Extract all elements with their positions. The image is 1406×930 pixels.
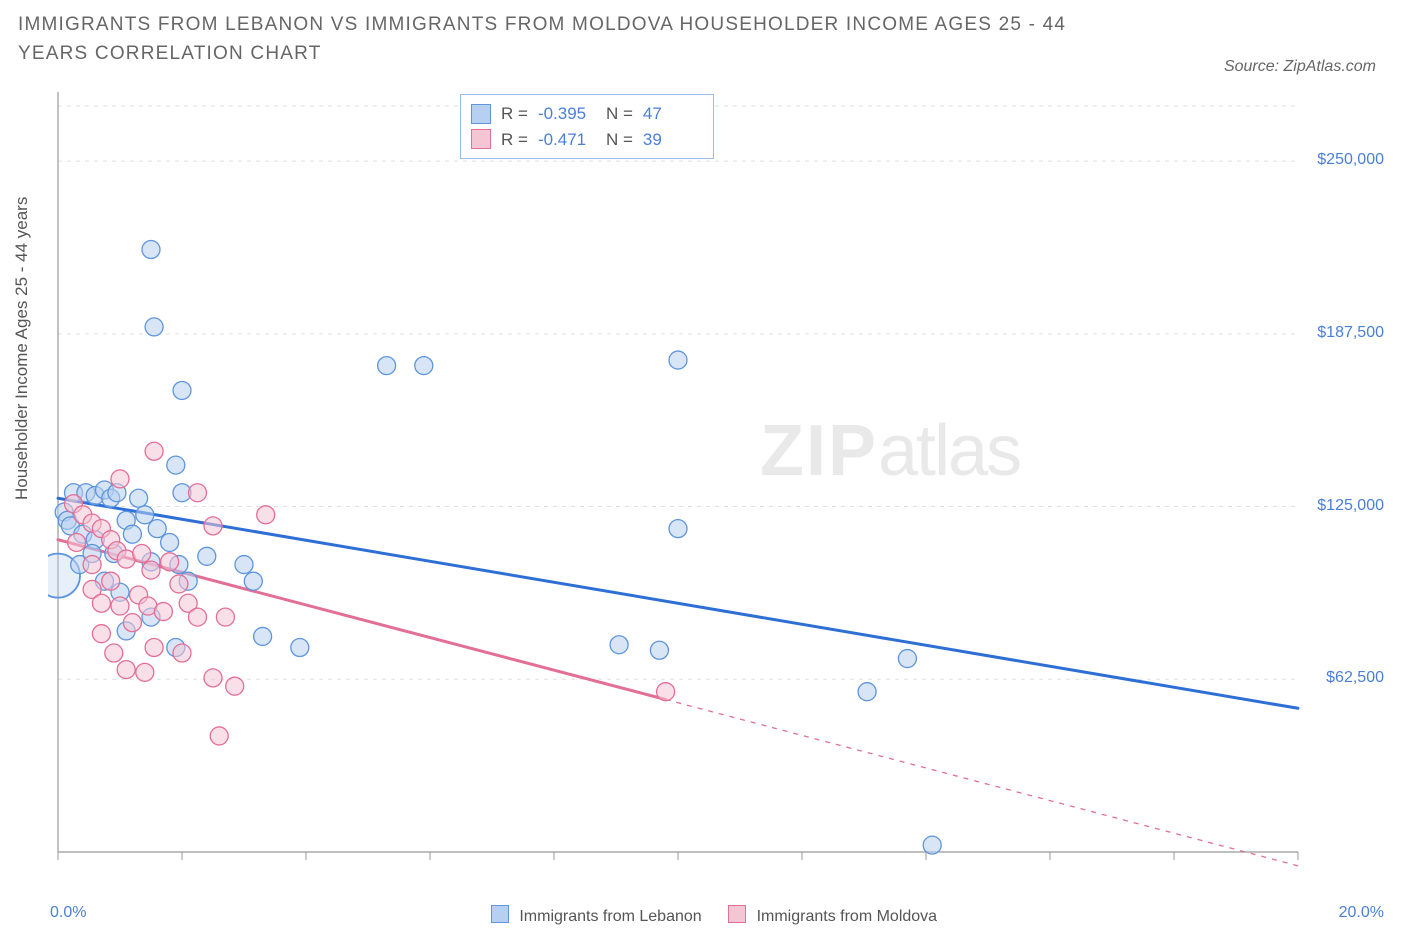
plot-area [48,92,1388,882]
y-axis-label: Householder Income Ages 25 - 44 years [12,197,32,500]
legend-swatch-moldova [728,905,746,923]
chart-container: IMMIGRANTS FROM LEBANON VS IMMIGRANTS FR… [0,0,1406,930]
x-tick-min: 0.0% [50,904,86,922]
y-tick-label: $125,000 [1317,497,1384,515]
n-value-moldova: 39 [643,127,701,153]
bottom-legend: Immigrants from Lebanon Immigrants from … [0,905,1406,926]
r-value-moldova: -0.471 [538,127,596,153]
legend-swatch-lebanon [491,905,509,923]
legend-label-lebanon: Immigrants from Lebanon [519,908,701,925]
r-value-lebanon: -0.395 [538,101,596,127]
stats-legend-box: R = -0.395 N = 47 R = -0.471 N = 39 [460,94,714,159]
x-tick-max: 20.0% [1339,904,1384,922]
chart-title: IMMIGRANTS FROM LEBANON VS IMMIGRANTS FR… [18,10,1118,69]
swatch-moldova [471,129,491,149]
watermark: ZIPatlas [760,410,1020,492]
watermark-light: atlas [878,411,1020,491]
n-value-lebanon: 47 [643,101,701,127]
source-attribution: Source: ZipAtlas.com [1224,58,1376,76]
scatter-svg [48,92,1388,882]
legend-label-moldova: Immigrants from Moldova [757,908,938,925]
y-tick-label: $187,500 [1317,324,1384,342]
stats-row-moldova: R = -0.471 N = 39 [471,127,701,153]
y-tick-label: $250,000 [1317,151,1384,169]
y-tick-label: $62,500 [1326,669,1384,687]
stats-row-lebanon: R = -0.395 N = 47 [471,101,701,127]
swatch-lebanon [471,104,491,124]
watermark-bold: ZIP [760,411,878,491]
